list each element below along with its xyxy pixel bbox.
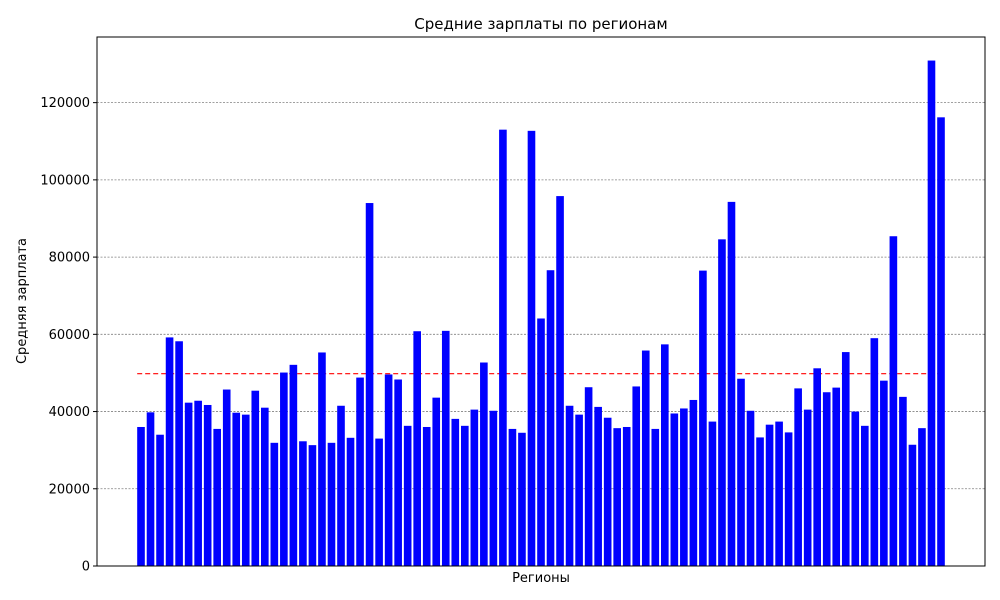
- y-tick-label-3: 60000: [49, 328, 90, 343]
- bar-44: [546, 270, 555, 566]
- bar-7: [194, 400, 202, 566]
- bar-80: [889, 236, 898, 567]
- bar-51: [613, 428, 621, 566]
- bar-41: [518, 432, 526, 566]
- bar-32: [432, 397, 441, 566]
- bar-15: [270, 442, 279, 566]
- y-tick-label-5: 100000: [40, 173, 90, 188]
- bar-78: [870, 338, 879, 566]
- bar-81: [899, 396, 907, 566]
- bar-3: [156, 434, 164, 566]
- bar-37: [480, 362, 488, 566]
- bar-43: [537, 318, 545, 566]
- bar-14: [261, 407, 269, 566]
- bar-26: [375, 438, 383, 566]
- bar-39: [499, 129, 507, 567]
- bar-77: [861, 425, 869, 566]
- bar-40: [508, 428, 517, 566]
- bar-34: [451, 418, 460, 566]
- bar-69: [784, 432, 793, 566]
- plot-frame: [96, 36, 986, 567]
- bar-74: [832, 387, 841, 566]
- bar-70: [794, 388, 802, 566]
- bar-33: [441, 330, 450, 566]
- bar-28: [394, 379, 402, 566]
- bar-61: [708, 421, 717, 566]
- bar-48: [584, 387, 593, 566]
- bar-62: [718, 239, 726, 566]
- bar-25: [365, 203, 374, 567]
- bar-2: [146, 412, 155, 566]
- bar-60: [699, 270, 707, 566]
- bar-5: [175, 341, 183, 566]
- x-axis-label: Регионы: [512, 571, 570, 586]
- y-tick-label-6: 120000: [40, 96, 90, 111]
- ticks-layer: 0 20000 40000 60000 80000 100000 120000: [40, 96, 97, 575]
- bar-55: [651, 428, 660, 566]
- bar-68: [775, 421, 783, 566]
- bar-54: [641, 350, 650, 566]
- bar-64: [737, 378, 745, 566]
- bar-29: [403, 425, 412, 566]
- bar-35: [461, 425, 469, 566]
- bar-57: [670, 413, 679, 566]
- bar-52: [622, 426, 631, 566]
- y-tick-label-1: 20000: [49, 482, 90, 497]
- bar-66: [756, 437, 764, 566]
- bar-83: [918, 428, 926, 566]
- bar-18: [299, 441, 307, 566]
- bar-67: [765, 424, 774, 566]
- bar-6: [184, 402, 193, 566]
- bar-59: [689, 399, 698, 566]
- bar-10: [222, 389, 231, 566]
- bar-50: [603, 417, 612, 566]
- bars-layer: [137, 60, 945, 567]
- bar-76: [851, 411, 860, 566]
- bar-11: [232, 412, 241, 566]
- bar-30: [413, 331, 421, 566]
- bar-53: [632, 386, 641, 566]
- bar-72: [813, 368, 821, 566]
- bar-22: [337, 405, 345, 566]
- bar-85: [937, 117, 945, 566]
- bar-19: [308, 445, 317, 566]
- bar-12: [241, 414, 250, 566]
- bar-71: [803, 409, 812, 566]
- bar-46: [565, 405, 574, 566]
- bar-27: [384, 374, 393, 566]
- y-axis-label: Средняя зарплата: [15, 238, 30, 364]
- bar-20: [318, 352, 326, 566]
- bar-36: [470, 409, 479, 566]
- bar-8: [203, 404, 212, 566]
- bar-38: [489, 410, 498, 566]
- y-tick-label-2: 40000: [49, 405, 90, 420]
- bar-58: [680, 408, 688, 566]
- bar-79: [880, 380, 888, 566]
- bar-9: [213, 428, 221, 566]
- bar-75: [841, 352, 850, 566]
- bar-56: [661, 344, 669, 566]
- y-tick-label-4: 80000: [49, 251, 90, 266]
- bar-73: [822, 392, 831, 566]
- bar-1: [137, 426, 145, 566]
- y-tick-label-0: 0: [82, 560, 90, 575]
- bar-21: [327, 442, 336, 566]
- bar-47: [575, 414, 583, 566]
- bar-23: [346, 437, 355, 566]
- bar-49: [594, 406, 602, 566]
- bar-42: [527, 130, 536, 566]
- bar-63: [727, 201, 736, 566]
- bar-84: [927, 60, 936, 567]
- bar-82: [908, 444, 917, 566]
- bar-16: [280, 372, 288, 566]
- bar-65: [746, 410, 755, 566]
- bar-13: [251, 390, 260, 566]
- bar-31: [422, 426, 431, 566]
- bar-24: [356, 377, 364, 566]
- bar-4: [165, 337, 174, 566]
- bar-17: [289, 364, 298, 566]
- bar-45: [556, 196, 564, 566]
- chart-title: Средние зарплаты по регионам: [414, 15, 667, 33]
